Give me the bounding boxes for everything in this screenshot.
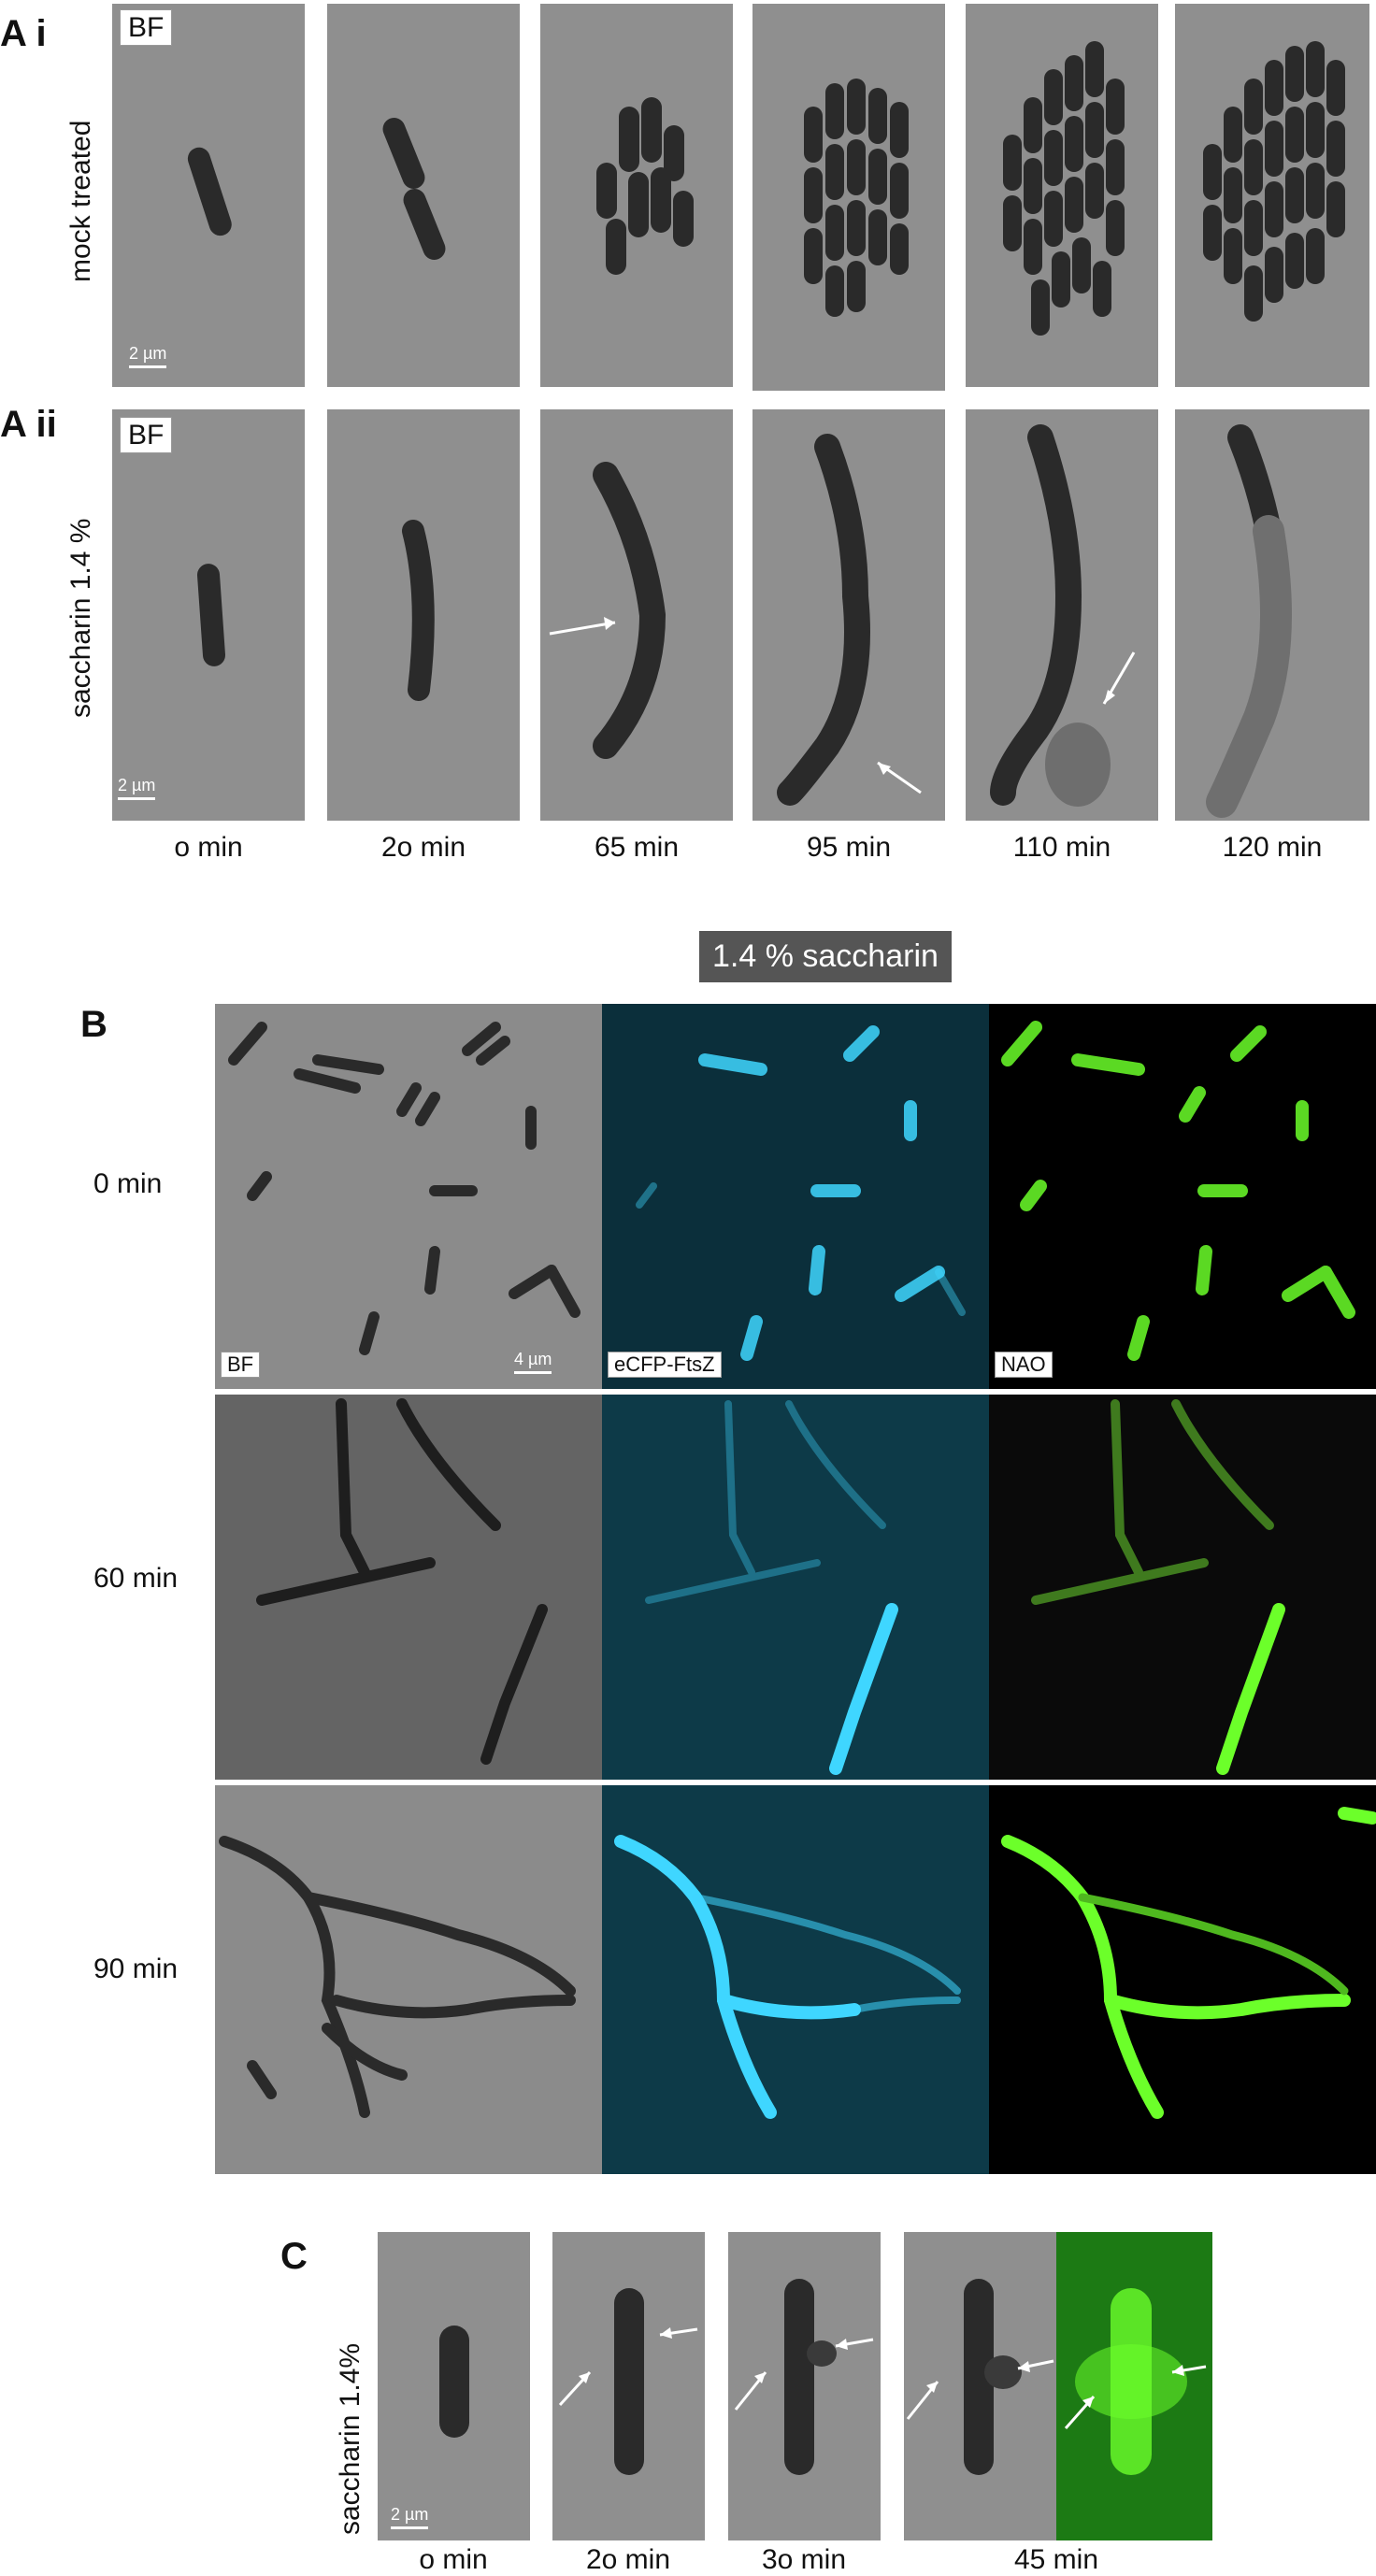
panel-a-time-4: 110 min — [1012, 832, 1111, 863]
micrograph-c-3-fluor — [1056, 2232, 1212, 2540]
panel-a-time-1: 2o min — [380, 832, 466, 863]
panel-c-letter: C — [280, 2236, 308, 2277]
micrograph-a-i-1 — [327, 4, 520, 387]
panel-a-time-3: 95 min — [806, 832, 892, 863]
micrograph-a-i-3 — [752, 4, 945, 391]
micrograph-a-ii-5 — [1175, 409, 1369, 821]
micrograph-b-0-ecfp — [602, 1004, 989, 1389]
panel-a-ii-row-label: saccharin 1.4 % — [65, 518, 96, 718]
panel-a-i-letter: A i — [0, 13, 47, 54]
micrograph-b-0-bf — [215, 1004, 602, 1389]
micrograph-c-2 — [728, 2232, 881, 2540]
micrograph-c-0 — [378, 2232, 530, 2540]
panel-a-i-bf-tag: BF — [120, 9, 173, 46]
micrograph-b-2-ecfp — [602, 1785, 989, 2174]
micrograph-a-i-2 — [540, 4, 733, 387]
panel-a-time-5: 120 min — [1222, 832, 1323, 863]
micrograph-b-2-bf — [215, 1785, 602, 2174]
panel-b-row-label-1: 60 min — [93, 1563, 179, 1594]
panel-c-time-3: 45 min — [1013, 2544, 1099, 2575]
panel-b-row-label-2: 90 min — [93, 1953, 179, 1984]
micrograph-a-ii-0 — [112, 409, 305, 821]
panel-b-tag-nao: NAO — [995, 1352, 1053, 1379]
micrograph-a-i-4 — [966, 4, 1158, 387]
micrograph-b-1-bf — [215, 1395, 602, 1780]
panel-b-row-label-0: 0 min — [93, 1168, 163, 1199]
micrograph-b-1-ecfp — [602, 1395, 989, 1780]
panel-a-time-0: o min — [174, 832, 243, 863]
panel-a-ii-letter: A ii — [0, 404, 57, 445]
micrograph-a-i-0 — [112, 4, 305, 387]
panel-b-letter: B — [80, 1004, 108, 1045]
panel-c-time-2: 3o min — [761, 2544, 847, 2575]
micrograph-a-i-5 — [1175, 4, 1369, 387]
panel-a-time-2: 65 min — [594, 832, 680, 863]
micrograph-a-ii-1 — [327, 409, 520, 821]
panel-a-ii-bf-tag: BF — [120, 417, 173, 453]
micrograph-a-ii-2 — [540, 409, 733, 821]
micrograph-a-ii-4 — [966, 409, 1158, 821]
micrograph-b-0-nao — [989, 1004, 1376, 1389]
panel-a-i-row-label: mock treated — [65, 120, 96, 282]
panel-b-scale-bar: 4 µm — [514, 1350, 552, 1374]
panel-a-ii-scale-bar: 2 µm — [118, 776, 155, 800]
micrograph-a-ii-3 — [752, 409, 945, 821]
panel-b-tag-ecfp: eCFP-FtsZ — [608, 1352, 722, 1379]
panel-c-row-label: saccharin 1.4% — [335, 2342, 366, 2535]
panel-c-time-1: 2o min — [585, 2544, 671, 2575]
panel-b-tag-bf: BF — [221, 1352, 261, 1379]
panel-c-scale-bar: 2 µm — [391, 2505, 428, 2529]
panel-b-header: 1.4 % saccharin — [699, 931, 952, 982]
panel-a-i-scale-bar: 2 µm — [129, 344, 166, 368]
micrograph-b-2-nao — [989, 1785, 1376, 2174]
micrograph-c-3-bf — [904, 2232, 1056, 2540]
micrograph-c-1 — [552, 2232, 705, 2540]
micrograph-b-1-nao — [989, 1395, 1376, 1780]
panel-c-time-0: o min — [419, 2544, 488, 2575]
